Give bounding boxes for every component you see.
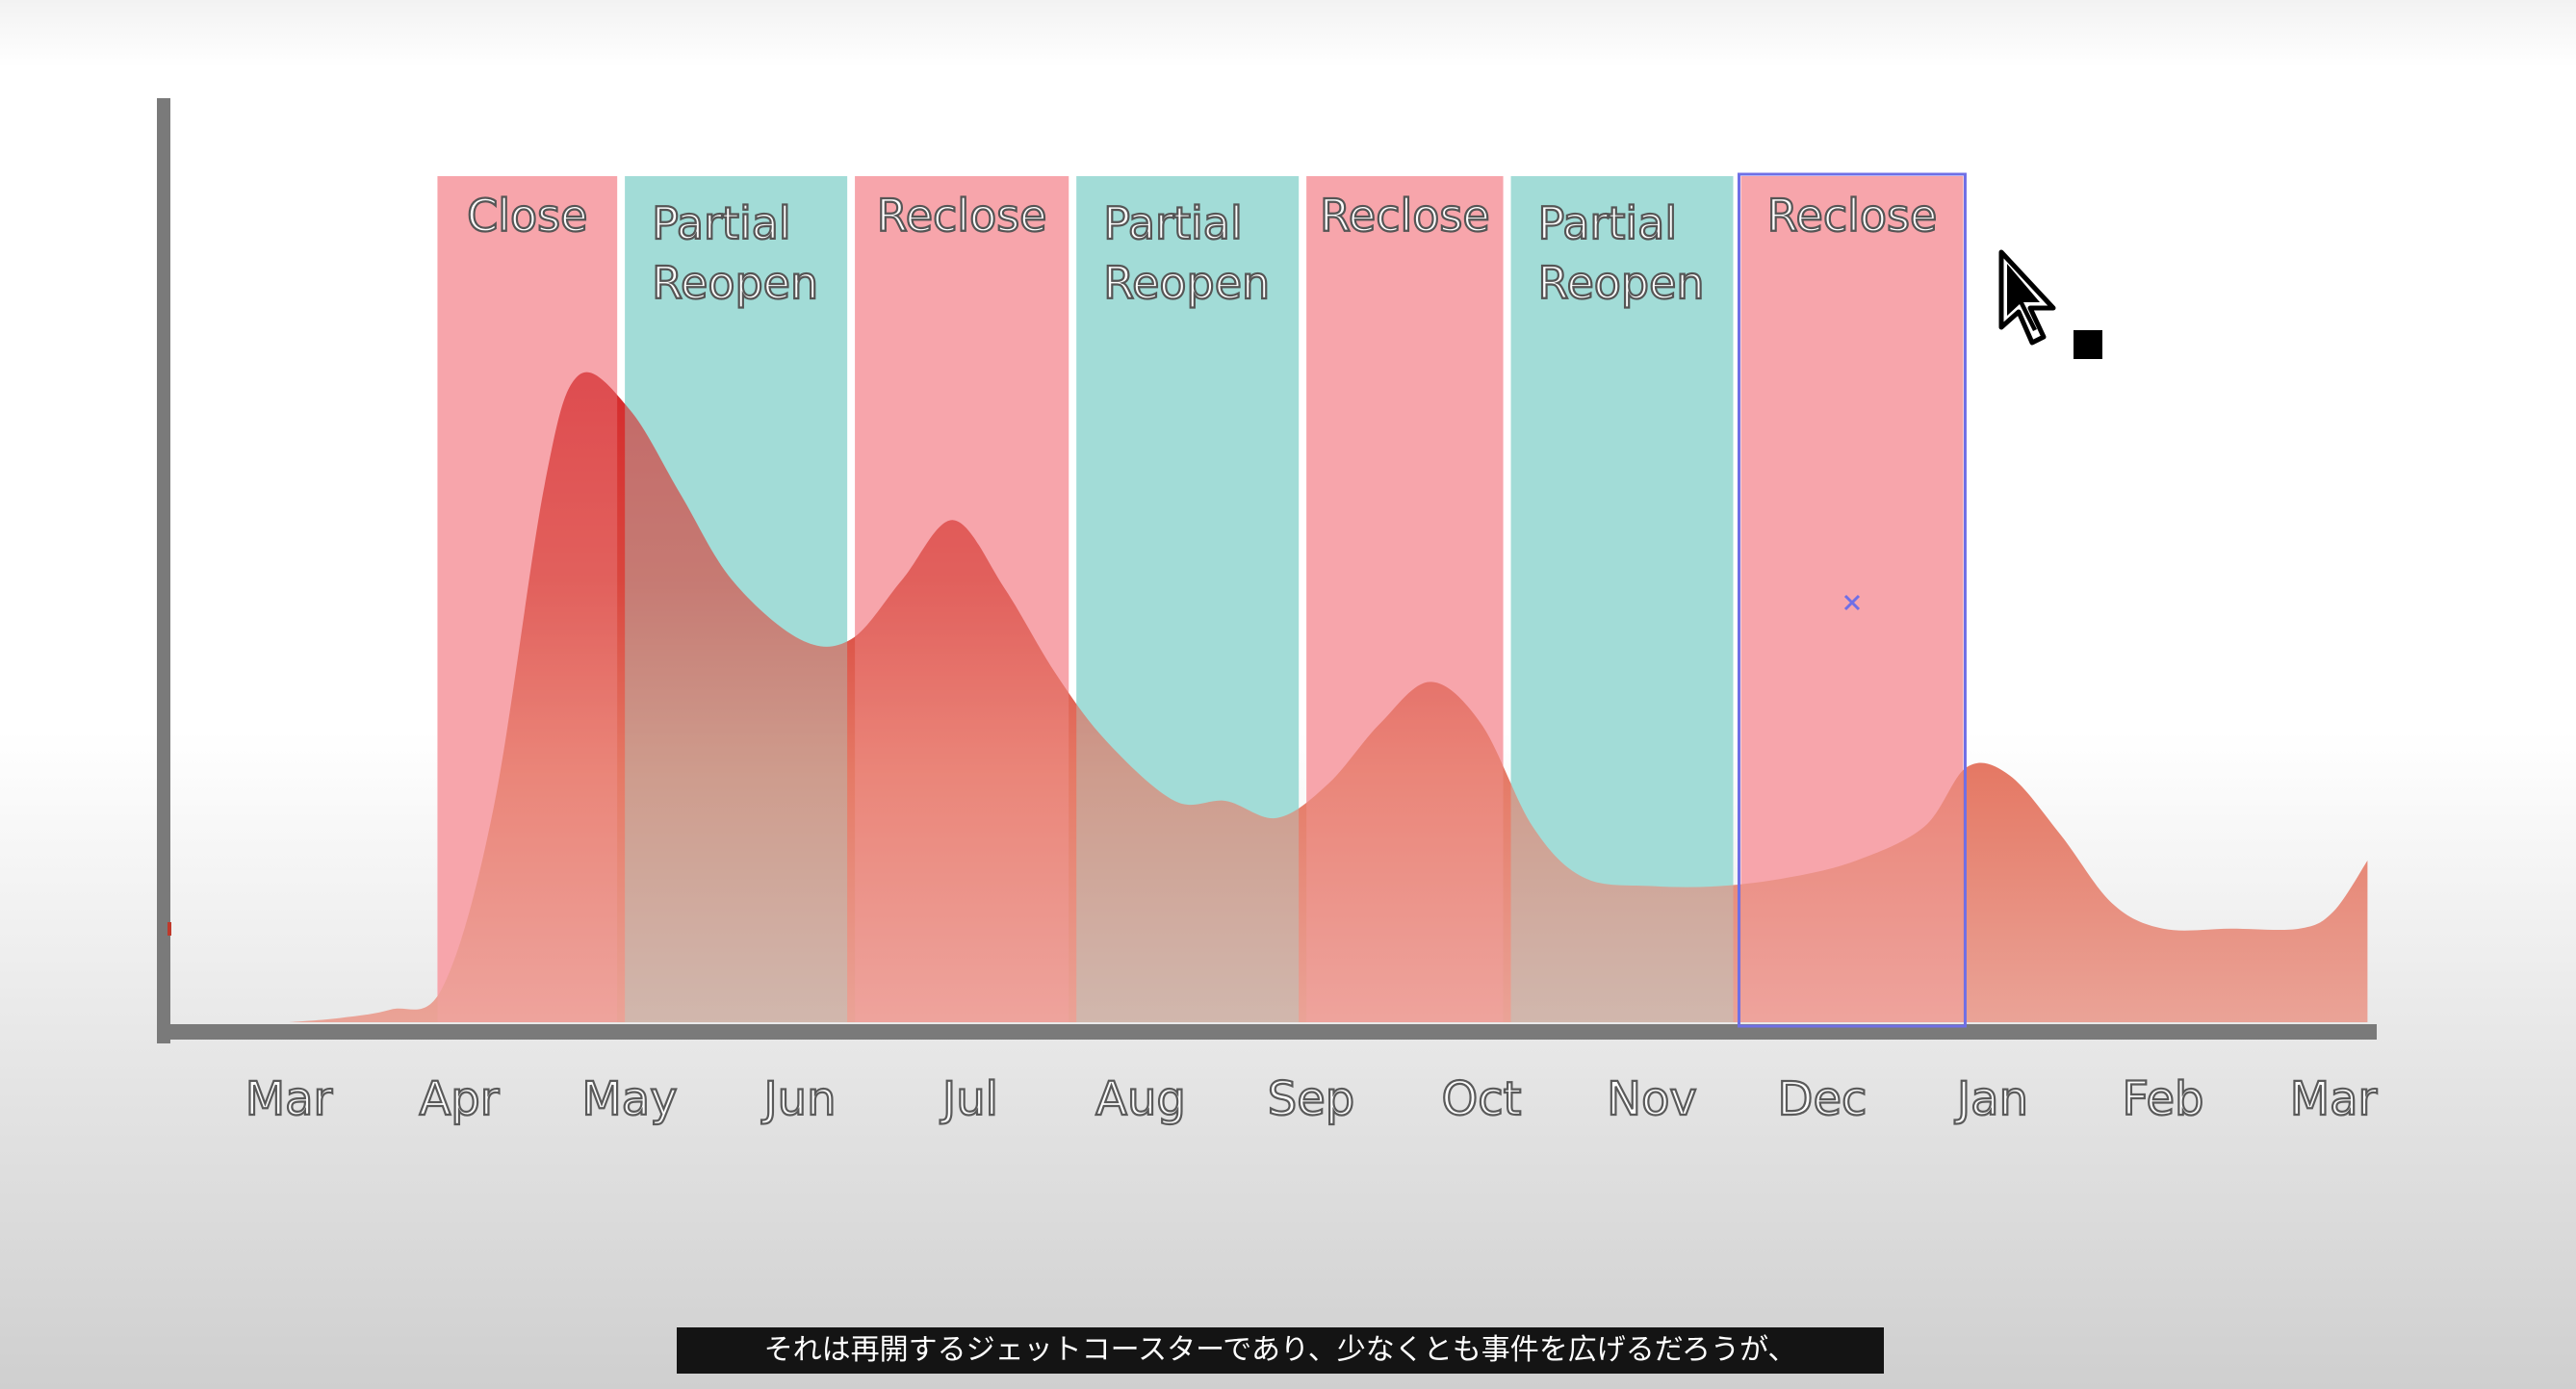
phase-tint-1 (625, 176, 848, 1022)
phase-tint-0 (437, 176, 618, 1022)
phase-label-5-line-0: Partial (1538, 197, 1678, 249)
curve-layer (289, 372, 2368, 1022)
phase-label-1-line-0: Partial (652, 197, 791, 249)
phase-label-2-line-0: Reclose (877, 190, 1047, 242)
axes (157, 98, 2377, 1043)
x-tick-label-0: Mar (245, 1072, 333, 1126)
phase-tint-3 (1076, 176, 1300, 1022)
x-tick-label-8: Nov (1607, 1072, 1697, 1126)
x-tick-label-7: Oct (1442, 1072, 1522, 1126)
x-tick-label-10: Jan (1954, 1072, 2028, 1126)
x-tick-labels: Mar Apr May Jun Jul Aug Sep Oct Nov Dec Jan Feb Mar (245, 1071, 2379, 1127)
x-tick-label-5: Aug (1095, 1072, 1186, 1126)
x-tick-label-6: Sep (1268, 1072, 1354, 1126)
x-axis-line (157, 1024, 2377, 1040)
phase-label-6-line-0: Reclose (1767, 190, 1938, 242)
y-axis-line (157, 98, 170, 1043)
selection-center-mark (1843, 594, 1861, 611)
phase-label-4-line-0: Reclose (1320, 190, 1490, 242)
phase-label-3-line-1: Reopen (1103, 257, 1270, 309)
phase-label-3-line-0: Partial (1103, 197, 1243, 249)
selection-outline[interactable] (1738, 172, 1967, 1028)
mouse-pointer-icon (1998, 249, 2056, 346)
y-axis-marker (167, 922, 171, 936)
series-area (289, 372, 2368, 1022)
phase-tint-5 (1510, 176, 1734, 1022)
x-tick-label-3: Jun (761, 1072, 837, 1126)
selection-handle-icon[interactable] (2074, 330, 2102, 359)
phase-tint-4 (1306, 176, 1504, 1022)
x-tick-label-4: Jul (940, 1072, 998, 1126)
phase-tints (437, 176, 1964, 1022)
phase-label-0-line-0: Close (467, 190, 587, 242)
x-tick-label-9: Dec (1778, 1072, 1868, 1126)
video-subtitle: それは再開するジェットコースターであり、少なくとも事件を広げるだろうが、 (677, 1327, 1884, 1374)
x-tick-label-1: Apr (419, 1072, 499, 1126)
x-tick-label-12: Mar (2290, 1072, 2378, 1126)
phase-label-1-line-1: Reopen (652, 257, 818, 309)
selection-layer[interactable] (1738, 172, 1967, 1028)
x-tick-label-11: Feb (2123, 1072, 2204, 1126)
x-tick-label-2: May (581, 1072, 677, 1126)
phase-label-5-line-1: Reopen (1538, 257, 1705, 309)
phase-tint-2 (855, 176, 1069, 1022)
phase-tint-6 (1740, 176, 1964, 1022)
phase-labels: Close Partial Reopen Reclose Partial Reopen Re… (466, 189, 1938, 310)
